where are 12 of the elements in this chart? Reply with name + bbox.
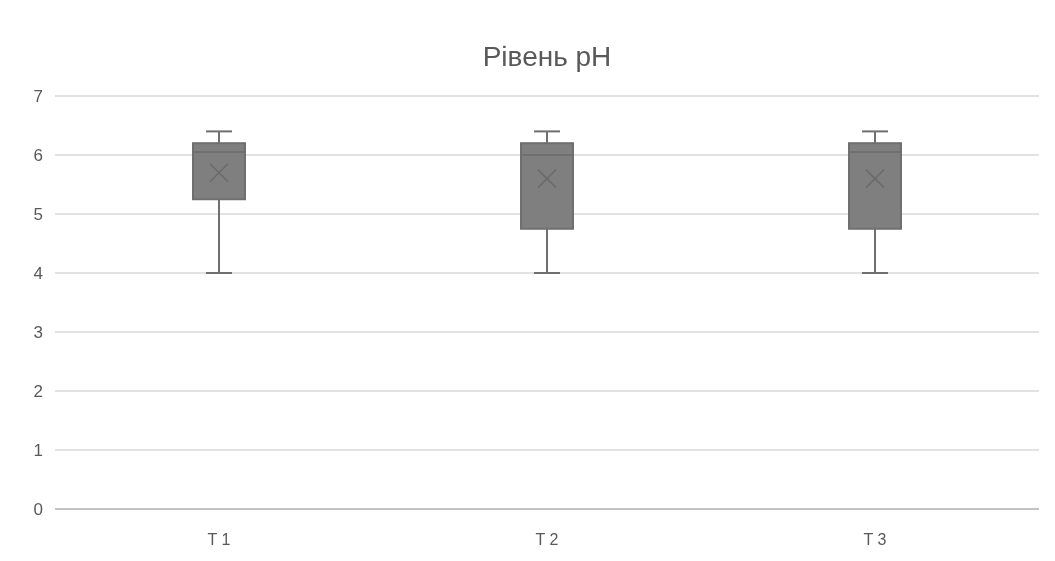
chart-title: Рівень pH bbox=[482, 41, 612, 72]
x-tick-label: T 1 bbox=[207, 531, 231, 548]
y-tick-label: 2 bbox=[33, 381, 43, 401]
y-tick-label: 1 bbox=[33, 440, 43, 460]
y-tick-label: 4 bbox=[33, 263, 43, 283]
x-tick-label: T 3 bbox=[863, 531, 887, 548]
y-tick-label: 6 bbox=[33, 145, 43, 165]
y-tick-label: 3 bbox=[33, 322, 43, 342]
y-tick-label: 0 bbox=[33, 499, 43, 519]
y-tick-label: 7 bbox=[33, 86, 43, 106]
y-tick-label: 5 bbox=[33, 204, 43, 224]
x-tick-label: T 2 bbox=[535, 531, 559, 548]
